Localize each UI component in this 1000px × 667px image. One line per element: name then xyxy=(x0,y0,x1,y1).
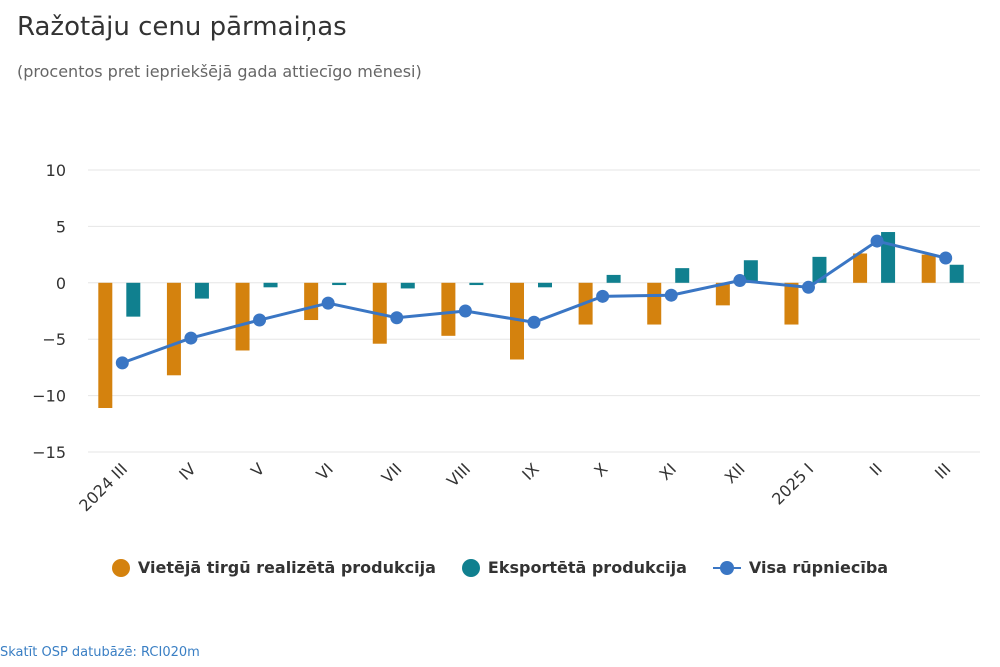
point-total xyxy=(184,331,198,345)
x-tick-label: XI xyxy=(656,459,681,484)
chart-subtitle: (procentos pret iepriekšējā gada attiecī… xyxy=(17,62,422,81)
point-total xyxy=(115,356,129,370)
x-tick-label: 2024 III xyxy=(75,459,131,515)
bar-export xyxy=(332,282,347,286)
chart-plot: 10 5 0 −5 −10 −15 2024 III IV V VI VII VIII IX X XI XII… xyxy=(32,161,980,515)
y-tick-label: −5 xyxy=(42,330,66,349)
bar-export xyxy=(400,282,415,289)
point-total xyxy=(801,280,815,294)
point-total xyxy=(596,289,610,303)
bar-domestic xyxy=(921,254,936,283)
y-tick-label: −15 xyxy=(32,443,66,462)
x-tick-label: III xyxy=(931,459,954,482)
point-total xyxy=(733,274,747,288)
bar-domestic xyxy=(441,282,456,336)
bar-export xyxy=(538,282,552,288)
point-total xyxy=(458,304,472,318)
legend-item-total[interactable]: Visa rūpniecība xyxy=(712,558,889,577)
legend-domestic-swatch xyxy=(111,558,130,577)
bar-export xyxy=(469,282,484,286)
bar-export xyxy=(949,264,964,283)
point-total xyxy=(253,313,267,327)
legend-item-export[interactable]: Eksportētā produkcija xyxy=(461,558,687,577)
legend-export-swatch xyxy=(461,558,480,577)
y-tick-label: 0 xyxy=(56,274,66,293)
x-tick-label: VI xyxy=(312,459,337,484)
bar-domestic xyxy=(715,282,730,306)
bar-domestic xyxy=(784,282,799,325)
chart-title: Ražotāju cenu pārmaiņas xyxy=(17,12,347,42)
point-total xyxy=(390,311,404,325)
database-link[interactable]: Skatīt OSP datubāzē: RCI020m xyxy=(0,645,200,660)
y-tick-label: 5 xyxy=(56,217,66,236)
bar-domestic xyxy=(235,282,250,351)
bar-domestic xyxy=(304,282,319,321)
point-total xyxy=(870,234,884,248)
x-tick-label: VII xyxy=(378,459,406,487)
point-total xyxy=(939,251,953,265)
bar-export xyxy=(194,282,209,299)
legend-domestic-label: Vietējā tirgū realizētā produkcija xyxy=(137,558,436,577)
bar-export xyxy=(606,274,621,283)
chart-legend: Vietējā tirgū realizētā produkcija Ekspo… xyxy=(0,558,1000,577)
x-tick-label: X xyxy=(590,459,611,480)
bar-export xyxy=(263,282,278,288)
y-tick-label: 10 xyxy=(46,161,66,180)
bar-domestic xyxy=(853,253,868,283)
legend-total-swatch xyxy=(712,559,741,577)
x-tick-label: V xyxy=(247,459,268,480)
bar-export xyxy=(743,260,758,283)
bar-domestic xyxy=(98,282,113,409)
x-tick-label: II xyxy=(866,459,886,479)
x-tick-label: VIII xyxy=(443,459,474,490)
point-total xyxy=(664,288,678,302)
bar-domestic xyxy=(647,282,662,325)
y-tick-label: −10 xyxy=(32,387,66,406)
bar-export xyxy=(126,282,141,317)
x-tick-label: 2025 I xyxy=(768,459,817,508)
bar-domestic xyxy=(510,282,524,360)
bar-domestic xyxy=(166,282,181,376)
x-tick-label: IX xyxy=(518,459,543,484)
legend-export-label: Eksportētā produkcija xyxy=(487,558,687,577)
bar-export xyxy=(675,268,690,283)
x-tick-label: IV xyxy=(175,459,200,484)
point-total xyxy=(527,315,541,329)
legend-total-label: Visa rūpniecība xyxy=(748,558,889,577)
x-tick-label: XII xyxy=(721,459,749,487)
point-total xyxy=(321,296,335,310)
legend-item-domestic[interactable]: Vietējā tirgū realizētā produkcija xyxy=(111,558,436,577)
